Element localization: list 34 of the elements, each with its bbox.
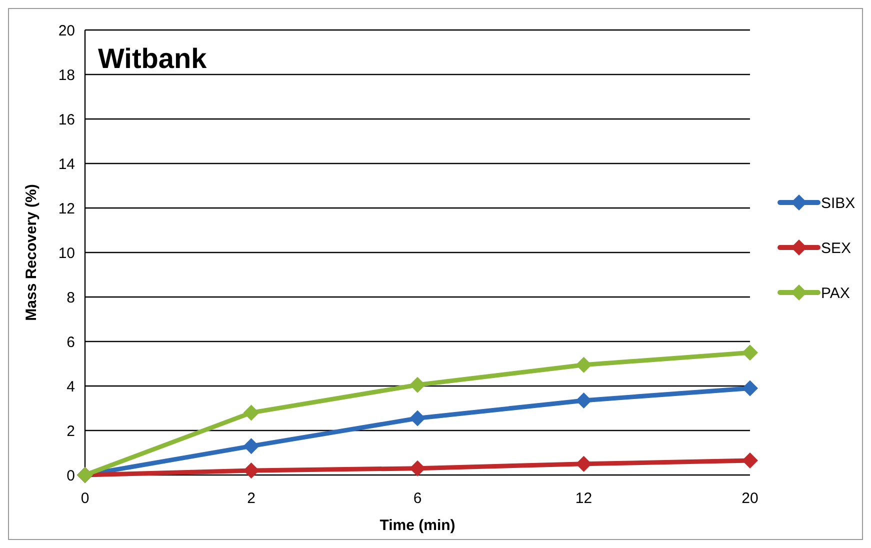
point: [410, 376, 426, 393]
y-tick-label: 2: [66, 422, 75, 440]
point: [243, 462, 260, 479]
point: [742, 452, 758, 469]
y-tick-label: 8: [66, 289, 75, 306]
x-tick-label: 6: [413, 490, 422, 507]
y-axis-title: Mass Recovery (%): [23, 184, 40, 321]
y-tick-label: 12: [58, 200, 75, 218]
y-tick-label: 14: [58, 156, 75, 173]
point: [742, 380, 758, 396]
y-tick-label: 4: [66, 378, 75, 396]
x-tick-label: 2: [247, 490, 256, 507]
y-tick-label: 0: [66, 467, 75, 484]
x-tick-label: 20: [742, 490, 758, 507]
y-tick-label: 16: [58, 111, 75, 128]
text: Witbank: [98, 43, 208, 74]
legend-label: PAX: [821, 284, 850, 302]
y-tick-label: 18: [58, 66, 75, 84]
y-tick-label: 10: [58, 244, 75, 262]
point: [576, 356, 592, 373]
y-tick-label: 6: [66, 334, 75, 351]
point: [576, 392, 592, 408]
point: [410, 460, 426, 476]
x-tick-label: 12: [575, 490, 592, 507]
point: [742, 344, 758, 361]
point: [243, 438, 260, 454]
x-axis-title: Time (min): [380, 517, 456, 534]
x-tick-label: 0: [80, 490, 90, 507]
y-tick-label: 20: [58, 22, 75, 40]
point: [576, 456, 592, 472]
legend-label: SIBX: [821, 194, 856, 212]
legend-label: SEX: [821, 240, 852, 257]
point: [243, 404, 260, 421]
point: [410, 410, 426, 426]
